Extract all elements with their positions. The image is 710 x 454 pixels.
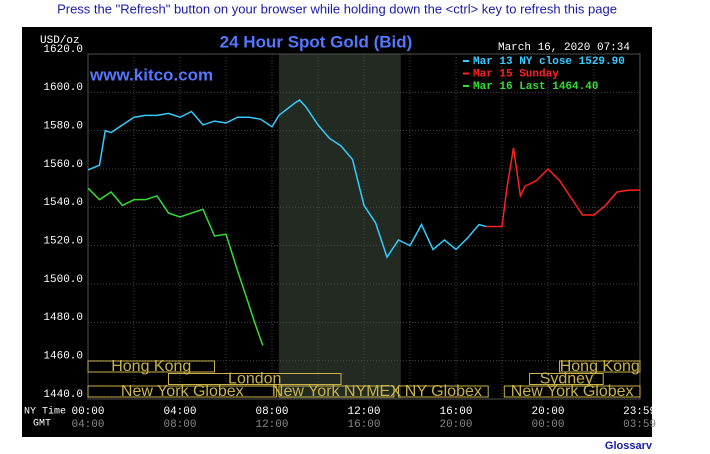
- x-tick-label: 16:00: [439, 406, 472, 418]
- session-box: [87, 360, 215, 373]
- session-shade: [278, 54, 401, 399]
- session-box: [529, 373, 604, 385]
- x-row-label: GMT: [33, 419, 51, 430]
- series-line: [87, 99, 487, 259]
- y-tick-label: 1540.0: [43, 197, 83, 209]
- glossary-link[interactable]: Glossary: [605, 440, 653, 452]
- x-tick-label: 23:59: [623, 406, 656, 418]
- x-gmt-label: 04:00: [71, 419, 104, 431]
- session-box: [398, 385, 489, 398]
- x-tick-label: 00:00: [71, 406, 104, 418]
- y-tick-label: 1600.0: [43, 82, 83, 94]
- timestamp: March 16, 2020 07:34: [498, 42, 630, 54]
- session-label: New York Globex: [121, 383, 244, 400]
- x-gmt-label: 12:00: [255, 419, 288, 431]
- x-tick-label: 20:00: [531, 406, 564, 418]
- session-box: [278, 385, 395, 398]
- y-tick-label: 1560.0: [43, 159, 83, 171]
- y-tick-label: 1620.0: [43, 44, 83, 56]
- x-gmt-label: 03:59: [623, 419, 656, 431]
- session-label: NY Globex: [405, 383, 482, 400]
- series-line: [87, 187, 264, 346]
- session-label: London: [228, 371, 281, 388]
- x-gmt-label: 08:00: [163, 419, 196, 431]
- session-box: [87, 385, 278, 398]
- x-gmt-label: 16:00: [347, 419, 380, 431]
- x-row-label: NY Time: [24, 406, 66, 418]
- legend-label: Mar 15 Sunday: [473, 68, 559, 80]
- x-tick-label: 08:00: [255, 406, 288, 418]
- session-label: Sydney: [540, 371, 593, 388]
- y-tick-label: 1440.0: [43, 389, 83, 401]
- legend-label: Mar 16 Last 1464.40: [473, 81, 598, 93]
- session-box: [559, 360, 641, 373]
- y-tick-label: 1480.0: [43, 312, 83, 324]
- y-tick-label: 1520.0: [43, 236, 83, 248]
- session-label: Hong Kong: [111, 358, 191, 375]
- y-tick-label: 1460.0: [43, 351, 83, 363]
- x-tick-label: 12:00: [347, 406, 380, 418]
- y-tick-label: 1500.0: [43, 274, 83, 286]
- session-label: New York Globex: [511, 383, 634, 400]
- notice: Press the "Refresh" button on your brows…: [57, 1, 617, 16]
- x-tick-label: 04:00: [163, 406, 196, 418]
- x-gmt-label: 00:00: [531, 419, 564, 431]
- legend-label: Mar 13 NY close 1529.90: [473, 56, 625, 68]
- series-line: [485, 147, 640, 228]
- session-label: Hong Kong: [560, 358, 640, 375]
- y-tick-label: 1580.0: [43, 121, 83, 133]
- watermark: www.kitco.com: [89, 65, 213, 84]
- y-axis-label: USD/oz: [40, 35, 80, 47]
- session-box: [503, 385, 641, 398]
- session-box: [168, 373, 342, 385]
- session-label: New York NYMEX: [272, 383, 401, 400]
- x-gmt-label: 20:00: [439, 419, 472, 431]
- chart-title: 24 Hour Spot Gold (Bid): [220, 32, 413, 51]
